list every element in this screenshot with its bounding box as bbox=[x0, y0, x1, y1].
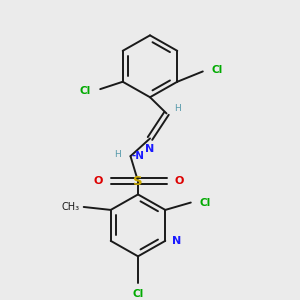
Text: N: N bbox=[172, 236, 181, 246]
Text: Cl: Cl bbox=[199, 198, 210, 208]
Text: N: N bbox=[145, 144, 154, 154]
Text: S: S bbox=[133, 175, 143, 188]
Text: O: O bbox=[93, 176, 103, 186]
Text: CH₃: CH₃ bbox=[61, 202, 79, 212]
Text: Cl: Cl bbox=[212, 65, 223, 75]
Text: Cl: Cl bbox=[80, 85, 91, 96]
Text: -N: -N bbox=[131, 151, 144, 161]
Text: O: O bbox=[175, 176, 184, 186]
Text: H: H bbox=[115, 151, 121, 160]
Text: H: H bbox=[175, 103, 181, 112]
Text: Cl: Cl bbox=[132, 289, 144, 299]
